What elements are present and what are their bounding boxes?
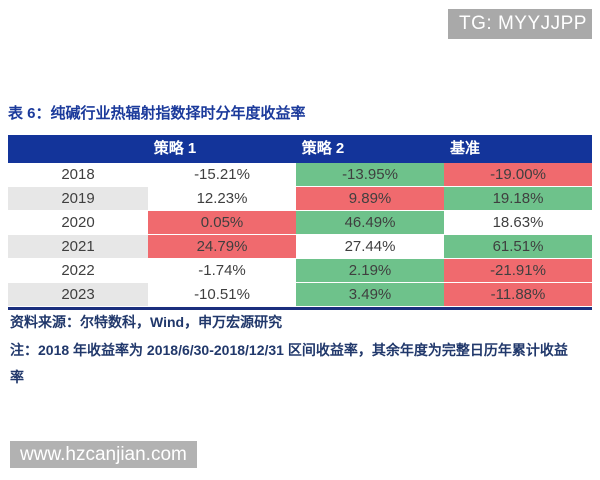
value-cell: -11.88% (444, 283, 592, 307)
year-cell: 2023 (8, 283, 148, 307)
value-cell: -15.21% (148, 163, 296, 187)
column-header-strategy2: 策略 2 (301, 140, 345, 157)
returns-table: 策略 1 策略 2 基准 2018 -15.21% -13.95% -19.00% 20… (8, 135, 592, 310)
source-note: 资料来源：尔特数科，Wind，申万宏源研究 (10, 314, 283, 330)
value-cell: 12.23% (148, 187, 296, 211)
column-header-strategy1: 策略 1 (153, 140, 197, 157)
value-cell: 24.79% (148, 235, 296, 259)
telegram-badge: TG: MYYJJPP (448, 9, 592, 39)
table-row: 2023 -10.51% 3.49% -11.88% (8, 283, 592, 307)
table-body: 2018 -15.21% -13.95% -19.00% 2019 12.23% 9.89%… (8, 163, 592, 307)
value-cell: -1.74% (148, 259, 296, 283)
value-cell: 3.49% (296, 283, 444, 307)
year-cell: 2020 (8, 211, 148, 235)
table-bottom-border (8, 307, 592, 310)
value-cell: 0.05% (148, 211, 296, 235)
year-cell: 2018 (8, 163, 148, 187)
value-cell: -10.51% (148, 283, 296, 307)
table-row: 2022 -1.74% 2.19% -21.91% (8, 259, 592, 283)
footnote: 注：2018 年收益率为 2018/6/30-2018/12/31 区间收益率，… (10, 342, 568, 385)
column-header-benchmark: 基准 (449, 140, 481, 157)
watermark-badge: www.hzcanjian.com (10, 441, 197, 468)
value-cell: -19.00% (444, 163, 592, 187)
table-row: 2019 12.23% 9.89% 19.18% (8, 187, 592, 211)
value-cell: -13.95% (296, 163, 444, 187)
table-row: 2021 24.79% 27.44% 61.51% (8, 235, 592, 259)
value-cell: 19.18% (444, 187, 592, 211)
value-cell: 2.19% (296, 259, 444, 283)
value-cell: 18.63% (444, 211, 592, 235)
table-title: 表 6：纯碱行业热辐射指数择时分年度收益率 (8, 105, 306, 122)
value-cell: -21.91% (444, 259, 592, 283)
year-cell: 2019 (8, 187, 148, 211)
table-header: 策略 1 策略 2 基准 (8, 135, 592, 163)
value-cell: 46.49% (296, 211, 444, 235)
value-cell: 27.44% (296, 235, 444, 259)
value-cell: 61.51% (444, 235, 592, 259)
table-row: 2018 -15.21% -13.95% -19.00% (8, 163, 592, 187)
table-row: 2020 0.05% 46.49% 18.63% (8, 211, 592, 235)
year-cell: 2022 (8, 259, 148, 283)
year-cell: 2021 (8, 235, 148, 259)
value-cell: 9.89% (296, 187, 444, 211)
